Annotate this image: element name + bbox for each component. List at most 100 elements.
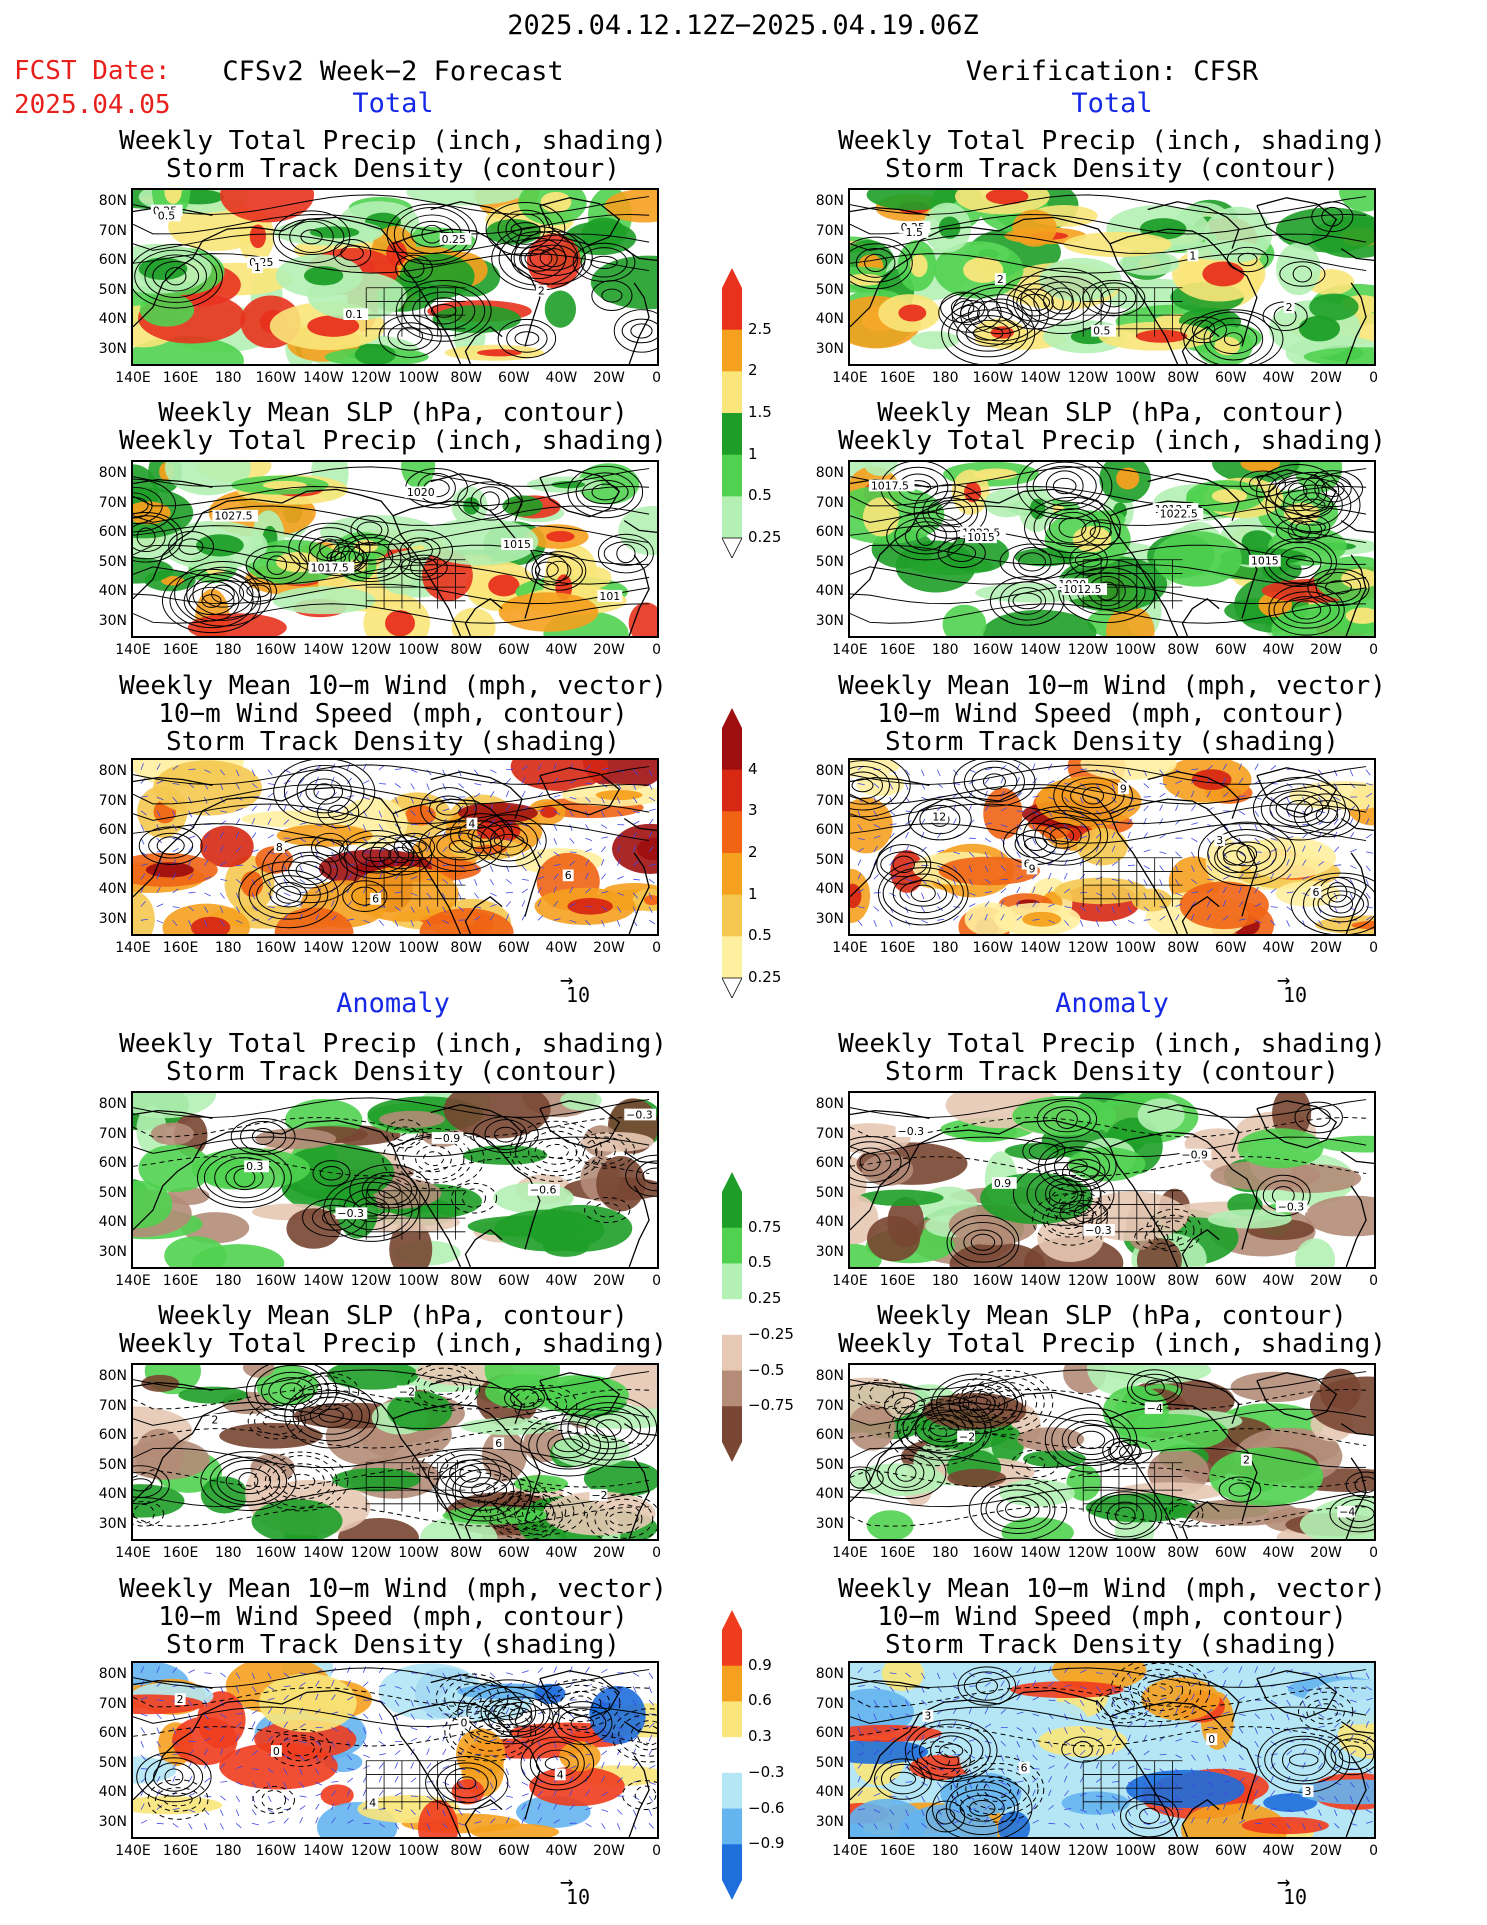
longitude-label: 160E [879, 642, 916, 658]
longitude-label: 160W [255, 1545, 297, 1561]
longitude-label: 40W [1262, 940, 1295, 956]
longitude-label: 20W [1310, 370, 1342, 386]
panel-title-line: Weekly Total Precip (inch, shading) [838, 1029, 1386, 1059]
longitude-label: 60W [497, 1545, 530, 1561]
latitude-label: 60N [98, 822, 127, 838]
longitude-label: 60W [1214, 642, 1247, 658]
longitude-label: 100W [398, 940, 439, 956]
longitude-label: 80W [1167, 1843, 1200, 1859]
longitude-label: 60W [497, 1273, 530, 1289]
longitude-label: 100W [1115, 1843, 1156, 1859]
latitude-label: 30N [815, 612, 844, 629]
longitude-label: 20W [1310, 1843, 1342, 1859]
longitude-label: 40W [545, 940, 578, 956]
contour-label: −0.3 [1278, 1200, 1305, 1213]
latitude-label: 60N [815, 524, 844, 540]
latitude-label: 30N [815, 340, 844, 357]
latitude-label: 30N [98, 1813, 127, 1830]
map-panel: 1027.5 1017.5 1020 1015 101 [131, 460, 659, 638]
longitude-label: 140E [832, 370, 868, 386]
map-panel: 8 6 4 6 [131, 758, 659, 936]
vector-reference-label-4: 10 [1283, 1885, 1308, 1909]
longitude-label: 60W [1214, 370, 1247, 386]
longitude-label: 160W [255, 940, 297, 956]
latitude-label: 70N [98, 494, 127, 511]
latitude-label: 30N [98, 910, 127, 927]
latitude-label: 70N [815, 1397, 844, 1414]
contour-label: −0.3 [1085, 1224, 1112, 1237]
panel-title-line: Weekly Total Precip (inch, shading) [119, 426, 667, 456]
longitude-label: 160W [972, 1843, 1014, 1859]
latitude-label: 60N [815, 1725, 844, 1741]
contour-label: 0.5 [158, 209, 175, 222]
map-panel: 6936129 [848, 758, 1376, 936]
latitude-label: 80N [98, 763, 127, 779]
longitude-label: 0 [1369, 1843, 1379, 1859]
latitude-label: 80N [815, 1666, 844, 1682]
longitude-label: 180 [931, 940, 959, 956]
latitude-label: 40N [815, 1486, 844, 1502]
map-panel: −2 6 −2 2 [131, 1363, 659, 1541]
panel-title-line: Weekly Mean SLP (hPa, contour) [877, 398, 1347, 428]
colorbar-label: 0.5 [748, 926, 772, 945]
contour-label: −2 [592, 1489, 608, 1502]
colorbar-label: 2.5 [748, 319, 772, 338]
longitude-label: 20W [593, 370, 625, 386]
colorbar-precip-anom [722, 1172, 742, 1466]
latitude-label: 70N [98, 1125, 127, 1142]
contour-label: 4 [369, 1797, 376, 1810]
longitude-label: 180 [931, 1545, 959, 1561]
longitude-label: 140E [832, 1545, 868, 1561]
panel-title-line: Weekly Mean 10−m Wind (mph, vector) [119, 671, 667, 701]
longitude-label: 60W [497, 370, 530, 386]
longitude-label: 140E [115, 940, 151, 956]
latitude-label: 70N [98, 222, 127, 239]
longitude-label: 140W [1020, 642, 1061, 658]
latitude-label: 80N [98, 1368, 127, 1384]
right-total-label: Total [1071, 88, 1153, 119]
latitude-label: 40N [98, 1784, 127, 1800]
longitude-label: 20W [593, 642, 625, 658]
latitude-label: 70N [815, 222, 844, 239]
colorbar-label: 0.6 [748, 1691, 772, 1710]
panel-title-line: Storm Track Density (contour) [885, 154, 1339, 184]
longitude-label: 140W [1020, 370, 1061, 386]
longitude-label: 100W [1115, 940, 1156, 956]
latitude-label: 70N [815, 494, 844, 511]
longitude-label: 160W [255, 370, 297, 386]
contour-label: 6 [565, 869, 572, 882]
latitude-label: 50N [98, 851, 127, 868]
latitude-label: 50N [98, 281, 127, 298]
longitude-label: 80W [1167, 1545, 1200, 1561]
longitude-label: 60W [497, 642, 530, 658]
colorbar-label: 0.3 [748, 1727, 772, 1746]
longitude-label: 180 [931, 642, 959, 658]
longitude-label: 100W [1115, 1273, 1156, 1289]
colorbar-label: 0.25 [748, 968, 782, 986]
latitude-label: 80N [815, 763, 844, 779]
colorbar-label: 3 [748, 801, 758, 820]
longitude-label: 160W [255, 642, 297, 658]
longitude-label: 40W [1262, 1273, 1295, 1289]
longitude-label: 0 [652, 1273, 662, 1289]
longitude-label: 80W [1167, 370, 1200, 386]
latitude-label: 50N [815, 281, 844, 298]
contour-label: 0.25 [442, 233, 466, 246]
longitude-label: 160W [255, 1843, 297, 1859]
left-anomaly-label: Anomaly [336, 988, 450, 1019]
longitude-label: 0 [652, 1545, 662, 1561]
colorbar-label: 0.5 [748, 1253, 772, 1272]
latitude-label: 80N [815, 465, 844, 481]
panel-title-line: Storm Track Density (shading) [166, 727, 620, 757]
longitude-label: 120W [350, 1843, 392, 1859]
latitude-label: 40N [98, 881, 127, 897]
contour-label: 1 [254, 261, 261, 274]
contour-label: 1015 [1251, 555, 1279, 568]
panel-title-line: 10−m Wind Speed (mph, contour) [158, 699, 628, 729]
longitude-label: 160W [972, 370, 1014, 386]
latitude-label: 60N [815, 252, 844, 268]
contour-label: −4 [1147, 1402, 1163, 1415]
contour-label: −2 [399, 1385, 415, 1398]
longitude-label: 40W [1262, 1843, 1295, 1859]
